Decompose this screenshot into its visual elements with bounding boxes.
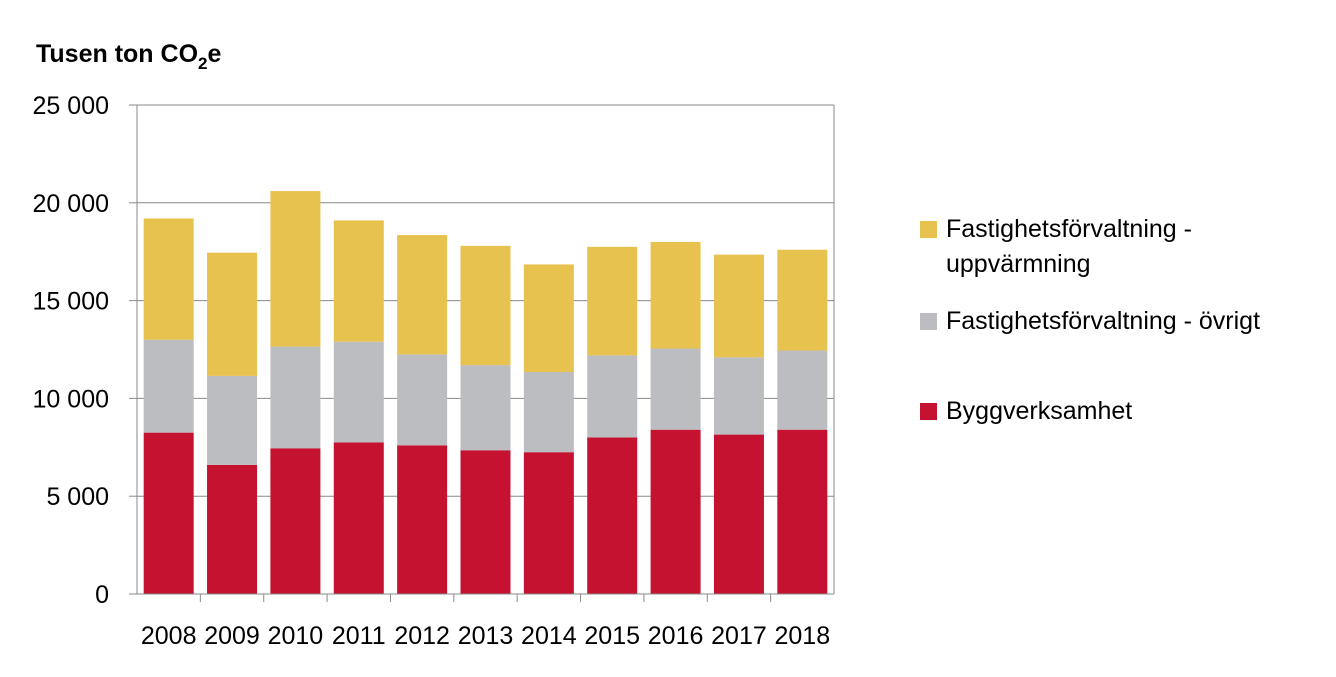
- bar-2013-series-1: [460, 365, 511, 451]
- bar-2017-series-2: [713, 254, 764, 358]
- legend-item: Fastighetsförvaltning - övrigt: [920, 304, 1326, 339]
- legend-swatch: [920, 221, 937, 238]
- bar-2012-series-1: [397, 354, 448, 446]
- y-tick-label: 25 000: [33, 92, 109, 120]
- bar-2008-series-0: [143, 432, 194, 594]
- legend-swatch: [920, 403, 937, 420]
- y-tick-label: 20 000: [33, 190, 109, 218]
- y-tick-label: 5 000: [46, 483, 109, 511]
- bar-2016-series-0: [650, 429, 701, 594]
- legend-item: Fastighetsförvaltning - uppvärmning: [920, 212, 1246, 282]
- y-tick-labels: 0 5 000 10 000 15 000 20 000 25 000: [33, 92, 109, 609]
- bar-2012-series-2: [397, 235, 448, 355]
- x-tick-label: 2011: [332, 622, 386, 650]
- x-tick-label: 2010: [268, 622, 324, 650]
- bar-2011-series-0: [333, 442, 384, 594]
- bar-2018-series-0: [777, 429, 828, 594]
- x-tick-labels: 2008 2009 2010 2011 2012 2013 2014 2015 2016 2017…: [141, 622, 830, 650]
- y-tick-label: 10 000: [33, 385, 109, 413]
- legend-swatch: [920, 313, 937, 330]
- legend-label: Fastighetsförvaltning - övrigt: [946, 307, 1261, 335]
- bar-2014-series-0: [523, 452, 574, 594]
- bar-2010-series-0: [270, 448, 321, 594]
- bar-2008-series-2: [143, 218, 194, 340]
- x-tick-label: 2008: [141, 622, 197, 650]
- bar-2016-series-1: [650, 348, 701, 430]
- legend-label: Fastighetsförvaltning - uppvärmning: [946, 215, 1192, 278]
- bar-2015-series-2: [587, 246, 638, 356]
- x-tick-label: 2016: [648, 622, 704, 650]
- bar-2013-series-0: [460, 450, 511, 594]
- x-tick-label: 2012: [394, 622, 450, 650]
- bar-2011-series-1: [333, 341, 384, 443]
- bar-2013-series-2: [460, 245, 511, 366]
- bar-2015-series-0: [587, 437, 638, 594]
- x-tick-label: 2013: [458, 622, 514, 650]
- legend-item: Byggverksamhet: [920, 394, 1326, 429]
- bar-2018-series-1: [777, 350, 828, 430]
- legend-label: Byggverksamhet: [946, 397, 1133, 425]
- x-tick-label: 2009: [204, 622, 260, 650]
- bar-2017-series-1: [713, 357, 764, 435]
- x-tick-label: 2014: [521, 622, 577, 650]
- x-tick-label: 2018: [775, 622, 831, 650]
- bar-2017-series-0: [713, 434, 764, 594]
- bar-2011-series-2: [333, 220, 384, 342]
- bar-2009-series-2: [207, 252, 258, 376]
- bar-2010-series-2: [270, 191, 321, 347]
- bar-2014-series-1: [523, 371, 574, 453]
- bar-2012-series-0: [397, 445, 448, 594]
- x-tick-label: 2015: [584, 622, 640, 650]
- bar-2018-series-2: [777, 249, 828, 351]
- bar-2015-series-1: [587, 355, 638, 438]
- bars: [143, 191, 828, 594]
- y-tick-label: 0: [95, 581, 109, 609]
- bar-2010-series-1: [270, 346, 321, 449]
- bar-2009-series-0: [207, 464, 258, 594]
- y-tick-label: 15 000: [33, 288, 109, 316]
- axes: [136, 105, 835, 602]
- bar-2008-series-1: [143, 339, 194, 433]
- y-axis-title: Tusen ton CO2e: [36, 40, 222, 73]
- bar-2014-series-2: [523, 264, 574, 372]
- bar-2009-series-1: [207, 375, 258, 465]
- x-tick-label: 2017: [711, 622, 767, 650]
- bar-2016-series-2: [650, 241, 701, 349]
